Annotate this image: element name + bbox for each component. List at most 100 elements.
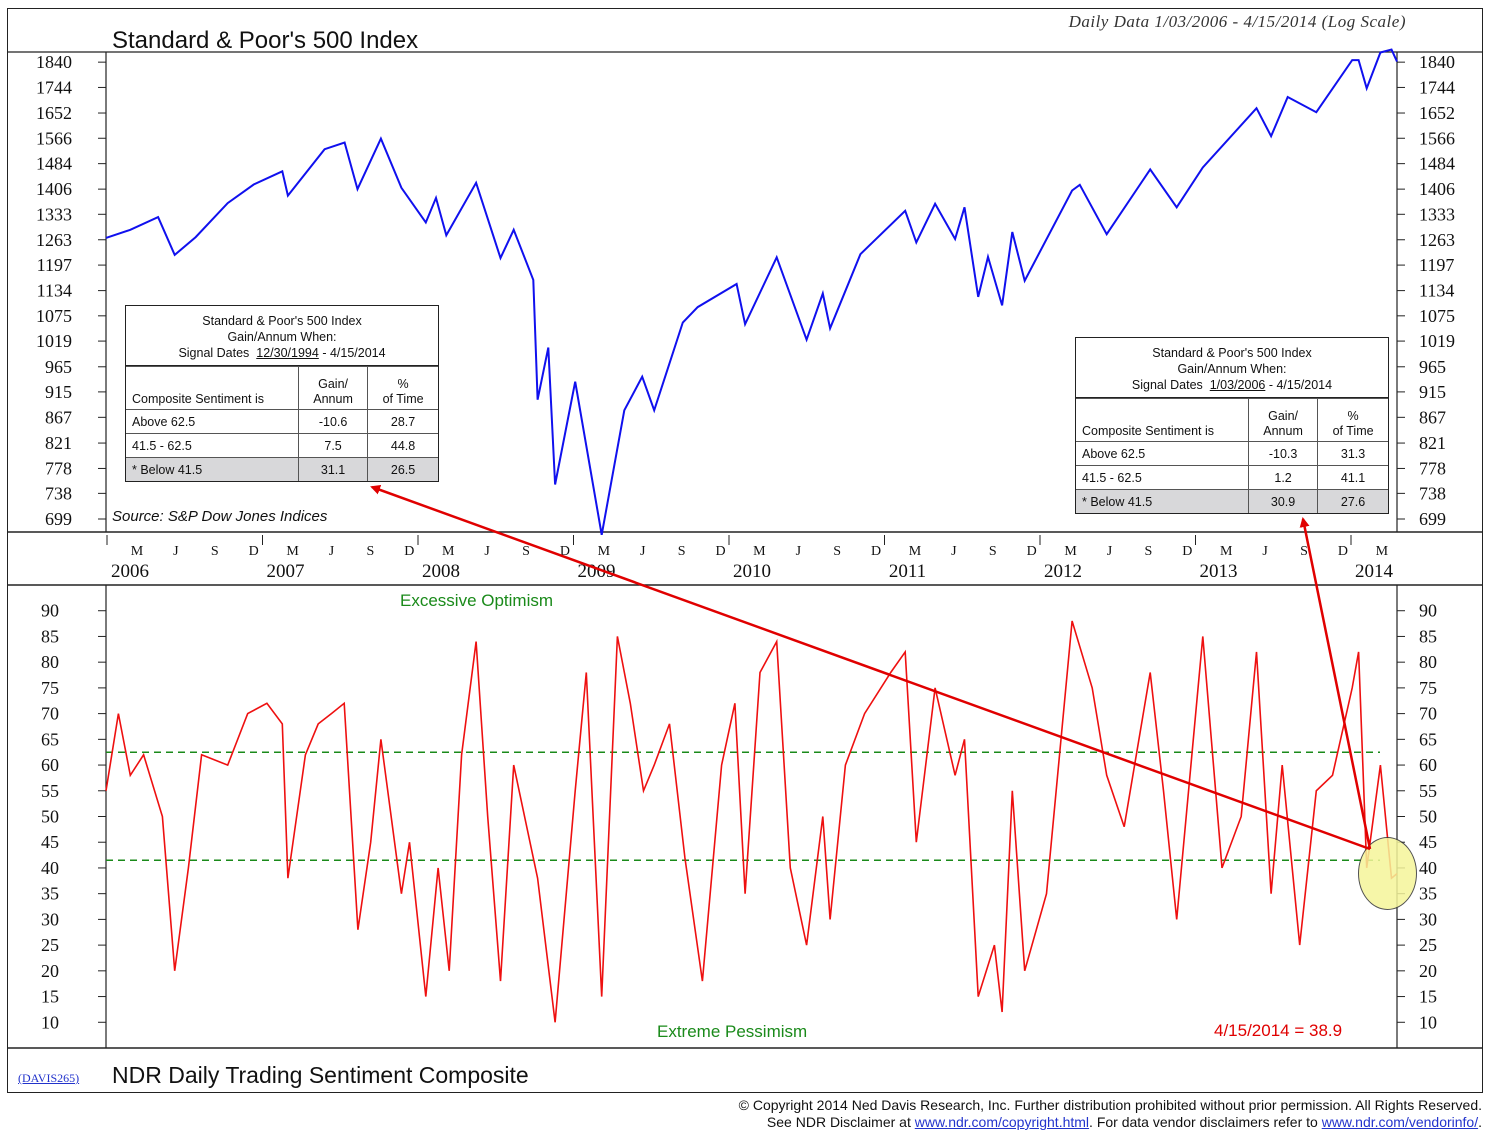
price-tick-label-right: 1406 [1419, 179, 1455, 199]
stats-table-header: Standard & Poor's 500 Index Gain/Annum W… [1076, 338, 1388, 398]
sentiment-tick-label-right: 85 [1419, 626, 1437, 646]
chart-id-link[interactable]: (DAVIS265) [18, 1071, 80, 1085]
month-tick-label: M [909, 544, 922, 559]
col-header-sentiment: Composite Sentiment is [1076, 398, 1249, 442]
price-tick-label-left: 867 [45, 407, 72, 427]
month-tick-label: D [249, 544, 259, 559]
price-tick-label-right: 1075 [1419, 306, 1455, 326]
price-tick-label-left: 1019 [36, 331, 72, 351]
year-tick-label: 2007 [267, 561, 305, 582]
table-row: 41.5 - 62.5 7.5 44.8 [126, 433, 438, 458]
sentiment-tick-label-left: 60 [41, 755, 59, 775]
stats-subtitle: Gain/Annum When: [227, 330, 337, 344]
sentiment-series-line [105, 620, 1398, 1023]
sentiment-tick-label-left: 75 [41, 678, 59, 698]
sentiment-tick-label-left: 65 [41, 729, 59, 749]
price-tick-label-right: 965 [1419, 357, 1446, 377]
table-row: 41.5 - 62.5 1.2 41.1 [1076, 465, 1388, 490]
price-tick-label-right: 1484 [1419, 154, 1455, 174]
stats-table-right: Standard & Poor's 500 Index Gain/Annum W… [1075, 337, 1389, 514]
price-tick-label-right: 738 [1419, 483, 1446, 503]
month-tick-label: S [833, 544, 841, 559]
price-tick-label-right: 1333 [1419, 204, 1455, 224]
sentiment-tick-label-right: 15 [1419, 987, 1437, 1007]
disclaimer-line: See NDR Disclaimer at www.ndr.com/copyri… [766, 1114, 1482, 1130]
month-tick-label: J [640, 544, 646, 559]
price-tick-label-left: 778 [45, 458, 72, 478]
year-tick-label: 2009 [578, 561, 616, 582]
month-tick-label: D [404, 544, 414, 559]
month-tick-label: M [286, 544, 299, 559]
vendor-info-link[interactable]: www.ndr.com/vendorinfo/ [1321, 1114, 1479, 1130]
sentiment-tick-label-left: 25 [41, 935, 59, 955]
month-tick-label: J [173, 544, 179, 559]
month-tick-label: S [1300, 544, 1308, 559]
stats-table-header: Standard & Poor's 500 Index Gain/Annum W… [126, 306, 438, 366]
source-note: Source: S&P Dow Jones Indices [112, 508, 328, 525]
pessimism-label: Extreme Pessimism [657, 1022, 808, 1041]
price-tick-label-left: 1263 [36, 230, 72, 250]
price-tick-label-left: 1652 [36, 103, 72, 123]
sentiment-tick-label-right: 75 [1419, 678, 1437, 698]
month-tick-label: S [367, 544, 375, 559]
sentiment-tick-label-left: 80 [41, 652, 59, 672]
month-tick-label: D [1182, 544, 1192, 559]
sentiment-tick-label-right: 70 [1419, 704, 1437, 724]
stats-dates: Signal Dates 1/03/2006 - 4/15/2014 [1131, 378, 1333, 392]
price-tick-label-right: 821 [1419, 433, 1446, 453]
col-header-gain: Gain/Annum [1247, 398, 1319, 442]
sentiment-tick-label-left: 10 [41, 1012, 59, 1032]
month-tick-label: M [442, 544, 455, 559]
month-tick-label: M [1220, 544, 1233, 559]
month-tick-label: S [522, 544, 530, 559]
copyright-link[interactable]: www.ndr.com/copyright.html [914, 1114, 1090, 1130]
stats-grid: Composite Sentiment is Gain/Annum % of Ti… [1076, 398, 1388, 513]
stats-dates: Signal Dates 12/30/1994 - 4/15/2014 [178, 346, 386, 360]
year-tick-label: 2012 [1044, 561, 1082, 582]
month-tick-label: M [598, 544, 611, 559]
month-tick-label: J [951, 544, 957, 559]
stats-grid: Composite Sentiment is Gain/Annum % of Ti… [126, 366, 438, 481]
month-tick-label: S [211, 544, 219, 559]
month-tick-label: M [1376, 544, 1389, 559]
year-tick-label: 2011 [889, 561, 926, 582]
price-tick-label-left: 1333 [36, 204, 72, 224]
stats-table-left: Standard & Poor's 500 Index Gain/Annum W… [125, 305, 439, 482]
month-tick-label: S [678, 544, 686, 559]
sentiment-tick-label-right: 50 [1419, 807, 1437, 827]
month-tick-label: D [1338, 544, 1348, 559]
sentiment-tick-label-left: 55 [41, 781, 59, 801]
price-tick-label-left: 738 [45, 483, 72, 503]
year-tick-label: 2010 [733, 561, 771, 582]
sentiment-tick-label-right: 90 [1419, 601, 1437, 621]
stats-title: Standard & Poor's 500 Index [202, 314, 362, 328]
month-tick-label: J [329, 544, 335, 559]
price-tick-label-right: 1197 [1419, 255, 1454, 275]
price-tick-label-left: 699 [45, 509, 72, 529]
price-tick-label-right: 699 [1419, 509, 1446, 529]
copyright-notice: © Copyright 2014 Ned Davis Research, Inc… [739, 1097, 1482, 1131]
price-tick-label-left: 915 [45, 382, 72, 402]
price-tick-label-left: 1566 [36, 128, 72, 148]
stats-title: Standard & Poor's 500 Index [1152, 346, 1312, 360]
month-tick-label: M [1064, 544, 1077, 559]
stats-subtitle: Gain/Annum When: [1177, 362, 1287, 376]
sentiment-tick-label-right: 10 [1419, 1012, 1437, 1032]
sentiment-tick-label-left: 35 [41, 884, 59, 904]
month-tick-label: D [1027, 544, 1037, 559]
price-tick-label-right: 1263 [1419, 230, 1455, 250]
year-tick-label: 2008 [422, 561, 460, 582]
sentiment-tick-label-left: 45 [41, 832, 59, 852]
table-row-highlighted: * Below 41.5 30.9 27.6 [1076, 489, 1388, 513]
table-row: Above 62.5 -10.3 31.3 [1076, 441, 1388, 466]
price-tick-label-right: 1840 [1419, 52, 1455, 72]
month-tick-label: D [715, 544, 725, 559]
price-tick-label-right: 1134 [1419, 281, 1454, 301]
sentiment-tick-label-right: 80 [1419, 652, 1437, 672]
page-title: Standard & Poor's 500 Index [112, 27, 419, 54]
sentiment-tick-label-right: 20 [1419, 961, 1437, 981]
month-tick-label: J [796, 544, 802, 559]
sentiment-tick-label-left: 90 [41, 601, 59, 621]
month-tick-label: J [1107, 544, 1113, 559]
